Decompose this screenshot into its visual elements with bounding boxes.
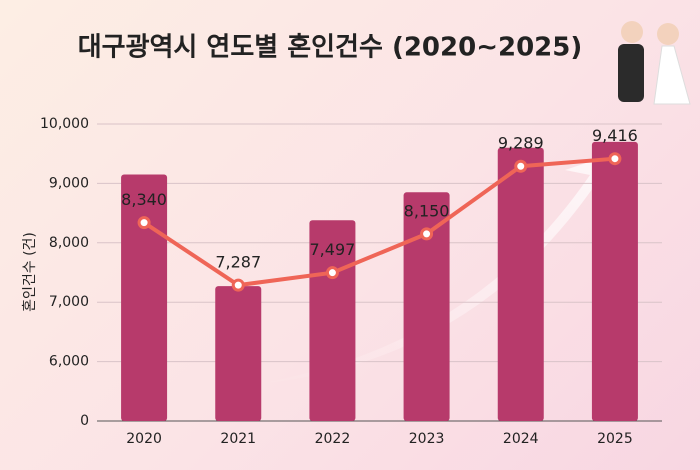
y-tick-label: 7,000 <box>49 294 89 310</box>
x-tick-label: 2023 <box>409 431 445 447</box>
line-point <box>325 266 339 280</box>
data-label: 7,497 <box>310 240 356 259</box>
bar <box>403 192 450 421</box>
x-tick-label: 2025 <box>597 431 633 447</box>
x-tick-label: 2020 <box>126 431 162 447</box>
line-point <box>420 227 434 241</box>
y-tick-label: 9,000 <box>49 175 89 191</box>
y-tick-label: 0 <box>80 413 89 429</box>
y-tick-label: 6,000 <box>49 354 89 370</box>
x-tick-label: 2022 <box>315 431 351 447</box>
x-tick-label: 2021 <box>220 431 256 447</box>
data-label: 9,289 <box>498 134 544 153</box>
chart-title: 대구광역시 연도별 혼인건수 (2020~2025) <box>78 33 582 63</box>
y-tick-label: 10,000 <box>40 116 89 132</box>
data-label: 8,340 <box>121 190 167 209</box>
line-point <box>514 159 528 173</box>
y-tick-label: 8,000 <box>49 235 89 251</box>
line-point <box>137 216 151 230</box>
data-label: 8,150 <box>404 201 450 220</box>
bar <box>121 174 168 421</box>
data-label: 7,287 <box>215 253 261 272</box>
bar <box>497 147 544 421</box>
bar <box>591 141 638 421</box>
line <box>142 156 616 288</box>
x-tick-label: 2024 <box>503 431 539 447</box>
bar <box>309 220 356 421</box>
line-point <box>608 152 622 166</box>
data-label: 9,416 <box>592 126 638 145</box>
couple-icon <box>618 21 691 105</box>
y-axis-label: 혼인건수 (건) <box>22 232 38 312</box>
line-point <box>231 278 245 292</box>
bar <box>215 286 262 421</box>
